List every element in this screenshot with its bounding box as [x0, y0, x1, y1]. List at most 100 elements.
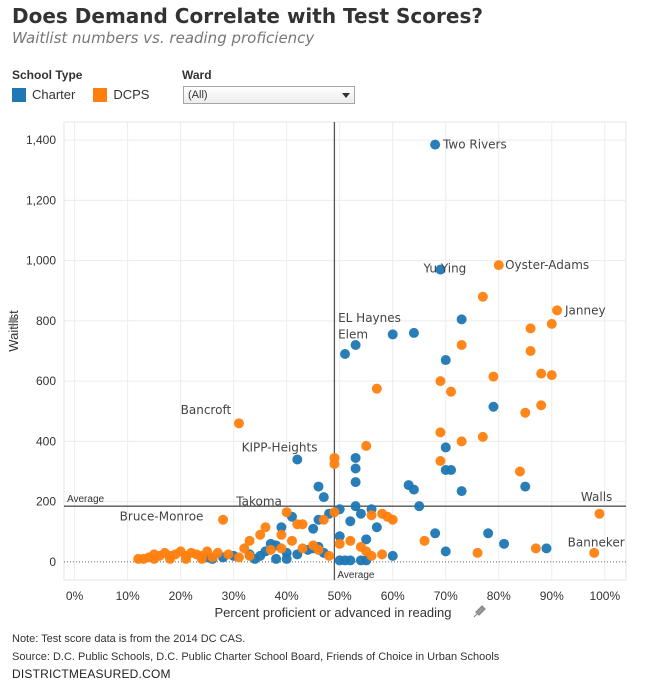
data-point-dcps	[477, 291, 488, 302]
data-point-charter	[350, 477, 361, 488]
data-point-charter	[414, 501, 425, 512]
data-point-dcps	[387, 514, 398, 525]
data-point-dcps	[233, 552, 244, 563]
data-point-charter	[483, 528, 494, 539]
point-annotation: Bruce-Monroe	[120, 510, 204, 524]
legend-title: School Type	[12, 68, 83, 82]
data-point-charter	[340, 349, 350, 360]
data-point-dcps	[297, 543, 308, 554]
y-tick-label: 800	[36, 314, 56, 328]
pin-icon	[473, 605, 486, 618]
data-point-charter	[318, 492, 329, 503]
data-point-charter	[387, 550, 398, 561]
data-point-charter	[345, 555, 356, 566]
data-point-charter	[281, 553, 292, 564]
data-point-dcps	[281, 507, 292, 518]
data-point-dcps	[488, 371, 499, 382]
data-point-dcps	[525, 323, 536, 334]
data-point-dcps	[276, 543, 287, 554]
data-point-dcps	[530, 543, 541, 554]
x-tick-label: 20%	[169, 589, 193, 603]
chart-subtitle: Waitlist numbers vs. reading proficiency	[12, 29, 315, 47]
data-point-dcps	[435, 376, 446, 387]
x-tick-label: 80%	[487, 589, 511, 603]
point-annotation: Janney	[564, 303, 606, 317]
data-point-dcps	[239, 543, 250, 554]
data-point-dcps	[180, 553, 191, 564]
data-point-charter	[440, 355, 451, 366]
data-point-dcps	[165, 553, 176, 564]
data-point-charter	[350, 452, 361, 463]
data-point-dcps	[366, 550, 377, 561]
data-point-dcps	[514, 466, 525, 477]
x-tick-label: 0%	[66, 589, 84, 603]
data-point-dcps	[546, 370, 557, 381]
legend: Charter DCPS	[12, 87, 167, 102]
x-tick-label: 10%	[116, 589, 140, 603]
y-axis-title: Waitlist	[6, 310, 21, 352]
y-tick-label: 1,400	[26, 133, 56, 147]
data-point-dcps	[334, 538, 345, 549]
data-point-dcps	[371, 383, 382, 394]
data-point-dcps	[536, 368, 547, 379]
data-point-charter	[440, 546, 451, 557]
data-point-charter	[520, 481, 531, 492]
data-point-dcps	[133, 553, 144, 564]
data-point-dcps	[265, 544, 276, 555]
data-point-charter	[350, 463, 361, 474]
data-point-charter	[276, 522, 287, 533]
data-point-dcps	[244, 535, 255, 546]
data-point-dcps	[292, 519, 303, 530]
data-point-dcps	[313, 544, 324, 555]
data-point-charter	[430, 139, 441, 150]
data-point-dcps	[366, 510, 377, 521]
data-point-charter	[435, 264, 446, 275]
data-point-charter	[408, 327, 419, 338]
data-point-dcps	[276, 529, 287, 540]
x-tick-label: 70%	[434, 589, 458, 603]
chart-title: Does Demand Correlate with Test Scores?	[12, 4, 483, 28]
data-point-charter	[499, 538, 510, 549]
legend-item-dcps[interactable]: DCPS	[93, 87, 149, 102]
average-x-label: Average	[337, 570, 375, 581]
data-point-dcps	[286, 535, 297, 546]
data-point-dcps	[255, 529, 266, 540]
x-tick-label: 100%	[589, 589, 620, 603]
data-point-charter	[488, 401, 499, 412]
data-point-charter	[541, 543, 552, 554]
data-point-charter	[292, 454, 303, 465]
ward-filter-dropdown[interactable]: (All)	[183, 86, 355, 104]
point-annotation: Bancroft	[181, 403, 232, 417]
data-point-dcps	[546, 318, 557, 329]
data-point-charter	[350, 339, 361, 350]
data-point-charter	[361, 534, 372, 545]
data-point-dcps	[149, 553, 160, 564]
x-axis-title: Percent proficient or advanced in readin…	[214, 605, 451, 620]
legend-label-dcps: DCPS	[113, 87, 150, 102]
x-tick-label: 40%	[275, 589, 299, 603]
data-point-dcps	[361, 440, 372, 451]
data-point-dcps	[329, 507, 340, 518]
data-point-dcps	[435, 455, 446, 466]
source-text: Source: D.C. Public Schools, D.C. Public…	[12, 651, 500, 663]
point-annotation: Oyster-Adams	[505, 258, 589, 272]
data-point-charter	[456, 486, 467, 497]
pin-icon	[9, 317, 17, 327]
data-point-dcps	[472, 547, 483, 558]
ward-filter-value: (All)	[188, 89, 208, 101]
legend-swatch-dcps	[93, 87, 108, 102]
legend-item-charter[interactable]: Charter	[12, 87, 75, 102]
data-point-charter	[446, 465, 457, 476]
legend-swatch-charter	[12, 87, 26, 102]
data-point-charter	[313, 481, 324, 492]
data-point-dcps	[324, 550, 335, 561]
data-point-charter	[430, 528, 441, 539]
data-point-dcps	[244, 550, 255, 561]
point-annotation: Walls	[581, 490, 612, 504]
data-point-dcps	[525, 346, 536, 356]
data-point-dcps	[260, 522, 271, 533]
point-annotation: KIPP-Heights	[242, 440, 318, 454]
data-point-dcps	[223, 549, 234, 560]
data-point-charter	[408, 484, 419, 495]
y-tick-label: 1,200	[26, 193, 56, 207]
